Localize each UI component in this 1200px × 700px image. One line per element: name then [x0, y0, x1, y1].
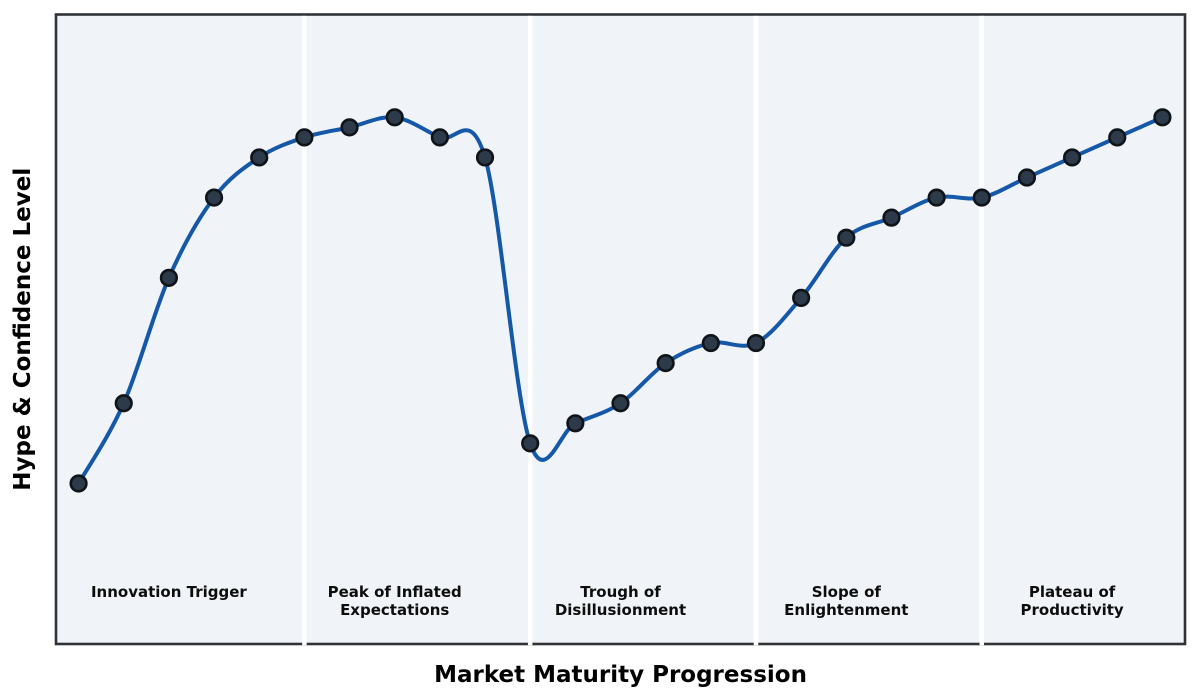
- data-point-marker: [656, 354, 675, 373]
- data-point-marker: [385, 108, 404, 127]
- data-point-markers: [69, 108, 1172, 493]
- data-point-marker: [1017, 168, 1037, 187]
- data-point-marker: [521, 434, 540, 453]
- phase-label: Slope of Enlightenment: [784, 583, 908, 619]
- data-point-marker: [159, 268, 178, 287]
- plot-background: [56, 14, 1185, 644]
- data-point-marker: [566, 414, 585, 433]
- data-point-marker: [611, 394, 630, 413]
- x-axis-label: Market Maturity Progression: [434, 662, 807, 688]
- data-point-marker: [340, 118, 359, 137]
- phase-label: Plateau of Productivity: [1021, 583, 1124, 619]
- data-point-marker: [972, 188, 991, 207]
- phase-label: Trough of Disillusionment: [555, 583, 686, 619]
- data-point-marker: [882, 208, 901, 227]
- data-point-marker: [69, 474, 88, 493]
- phase-label: Peak of Inflated Expectations: [328, 583, 462, 619]
- data-point-marker: [475, 148, 495, 167]
- phase-separators: [302, 15, 985, 646]
- plot-frame: [54, 13, 1187, 646]
- phase-labels: Innovation Trigger Peak of Inflated Expect…: [91, 583, 1124, 619]
- data-point-marker: [295, 128, 314, 147]
- data-point-marker: [204, 188, 224, 207]
- y-axis-label: Hype & Confidence Level: [10, 168, 36, 491]
- phase-label: Innovation Trigger: [91, 583, 247, 601]
- data-point-marker: [792, 288, 811, 308]
- data-point-marker: [1108, 128, 1127, 147]
- data-point-marker: [701, 333, 720, 353]
- data-point-marker: [114, 394, 133, 413]
- data-point-marker: [1062, 148, 1082, 167]
- data-point-marker: [1153, 108, 1172, 127]
- data-point-marker: [837, 228, 856, 247]
- data-point-marker: [746, 333, 766, 353]
- data-point-marker: [430, 128, 449, 147]
- data-point-marker: [250, 148, 269, 167]
- data-point-marker: [927, 188, 946, 207]
